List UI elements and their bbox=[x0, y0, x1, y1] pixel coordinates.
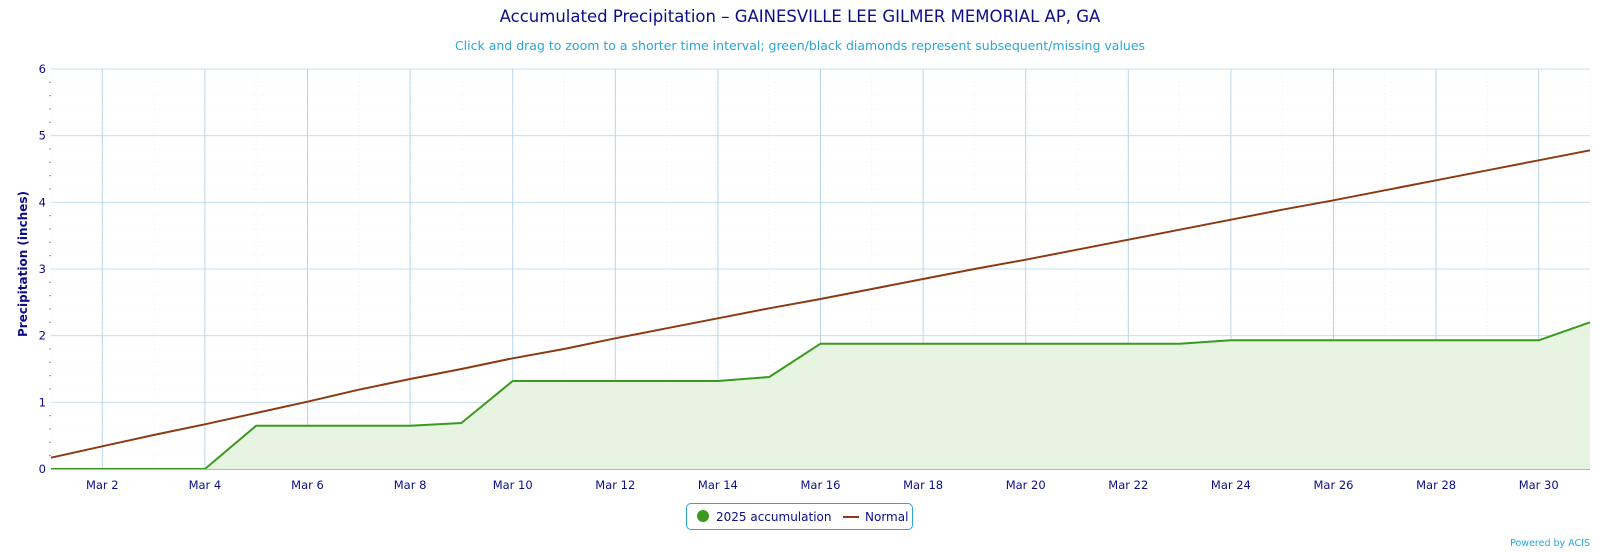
x-tick-label: Mar 26 bbox=[1314, 478, 1354, 492]
y-tick-label: 2 bbox=[39, 329, 46, 343]
x-tick-label: Mar 18 bbox=[903, 478, 943, 492]
x-tick-label: Mar 14 bbox=[698, 478, 738, 492]
precipitation-chart[interactable]: 0 1 2 3 4 5 6 Mar 2 Mar 4 Mar 6 Mar 8 Mar 10 Mar 12 M… bbox=[0, 0, 1600, 500]
x-tick-label: Mar 4 bbox=[189, 478, 222, 492]
x-tick-label: Mar 12 bbox=[595, 478, 635, 492]
accumulation-area bbox=[51, 322, 1590, 469]
y-axis-title: Precipitation (inches) bbox=[16, 191, 30, 337]
y-tick-label: 6 bbox=[39, 62, 46, 76]
legend-marker-accumulation bbox=[697, 510, 709, 522]
x-tick-label: Mar 30 bbox=[1519, 478, 1559, 492]
series-line-accumulation bbox=[51, 321, 1591, 470]
legend-item-accumulation[interactable]: 2025 accumulation bbox=[697, 510, 831, 524]
y-tick-label: 1 bbox=[39, 395, 46, 409]
accumulation-fill bbox=[51, 322, 1590, 469]
x-tick-label: Mar 8 bbox=[394, 478, 427, 492]
series-lines bbox=[50, 149, 1591, 470]
x-tick-label: Mar 24 bbox=[1211, 478, 1251, 492]
x-tick-label: Mar 16 bbox=[801, 478, 841, 492]
chart-title: Accumulated Precipitation – GAINESVILLE … bbox=[499, 7, 1101, 26]
y-tick-label: 5 bbox=[39, 129, 46, 143]
legend-item-normal[interactable]: Normal bbox=[843, 510, 908, 524]
x-tick-label: Mar 28 bbox=[1416, 478, 1456, 492]
y-tick-label: 4 bbox=[39, 195, 46, 209]
chart-subtitle: Click and drag to zoom to a shorter time… bbox=[454, 38, 1146, 53]
x-tick-label: Mar 22 bbox=[1108, 478, 1148, 492]
legend-marker-normal bbox=[843, 516, 859, 518]
x-tick-label: Mar 6 bbox=[291, 478, 324, 492]
y-tick-label: 0 bbox=[39, 462, 46, 476]
legend-label-normal: Normal bbox=[865, 510, 909, 524]
x-tick-label: Mar 20 bbox=[1006, 478, 1046, 492]
y-tick-label: 3 bbox=[39, 262, 46, 276]
credits-link[interactable]: Powered by ACIS bbox=[1510, 538, 1590, 549]
chart-legend: 2025 accumulation Normal bbox=[686, 503, 913, 530]
x-tick-label: Mar 10 bbox=[493, 478, 533, 492]
legend-label-accumulation: 2025 accumulation bbox=[716, 510, 832, 524]
series-line-normal bbox=[50, 149, 1591, 459]
axes: 0 1 2 3 4 5 6 Mar 2 Mar 4 Mar 6 Mar 8 Mar 10 Mar 12 M… bbox=[39, 62, 1590, 492]
x-tick-label: Mar 2 bbox=[86, 478, 119, 492]
